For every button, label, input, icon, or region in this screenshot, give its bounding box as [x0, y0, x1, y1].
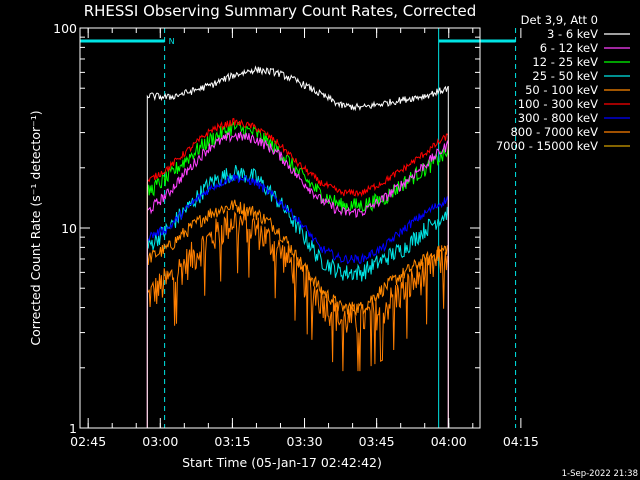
series-line-5 — [146, 117, 449, 428]
legend-label-1: 6 - 12 keV — [540, 41, 598, 55]
chart-title: RHESSI Observing Summary Count Rates, Co… — [84, 2, 477, 20]
x-tick-label-4: 03:45 — [359, 434, 395, 449]
flag-bar-label-0: N — [169, 37, 175, 46]
series-line-7 — [146, 209, 449, 428]
x-axis-label: Start Time (05-Jan-17 02:42:42) — [182, 455, 382, 470]
legend-label-7: 800 - 7000 keV — [510, 125, 598, 139]
legend-label-6: 300 - 800 keV — [518, 111, 598, 125]
legend-label-5: 100 - 300 keV — [518, 97, 598, 111]
x-tick-label-3: 03:30 — [287, 434, 323, 449]
legend-label-0: 3 - 6 keV — [547, 27, 598, 41]
x-tick-label-5: 04:00 — [431, 434, 467, 449]
y-tick-label-0: 100 — [53, 21, 77, 36]
x-tick-label-6: 04:15 — [503, 434, 539, 449]
x-tick-label-1: 03:00 — [142, 434, 178, 449]
series-line-1 — [146, 130, 449, 428]
series-line-3 — [146, 164, 449, 428]
plot-frame — [79, 27, 481, 429]
x-tick-label-2: 03:15 — [214, 434, 250, 449]
series-line-2 — [146, 121, 449, 428]
legend-label-3: 25 - 50 keV — [532, 69, 598, 83]
y-tick-label-1: 10 — [61, 221, 77, 236]
legend-label-4: 50 - 100 keV — [525, 83, 598, 97]
legend-label-8: 7000 - 15000 keV — [496, 139, 598, 153]
series-line-4 — [146, 199, 449, 428]
legend-label-2: 12 - 25 keV — [532, 55, 598, 69]
y-tick-label-2: 1 — [69, 421, 77, 436]
x-tick-label-0: 02:45 — [70, 434, 106, 449]
series-line-6 — [146, 173, 449, 428]
y-axis-label: Corrected Count Rate (s⁻¹ detector⁻¹) — [28, 110, 43, 345]
legend-header: Det 3,9, Att 0 — [521, 13, 598, 27]
plot-timestamp: 1-Sep-2022 21:38 — [562, 469, 638, 479]
series-line-0 — [146, 65, 449, 428]
